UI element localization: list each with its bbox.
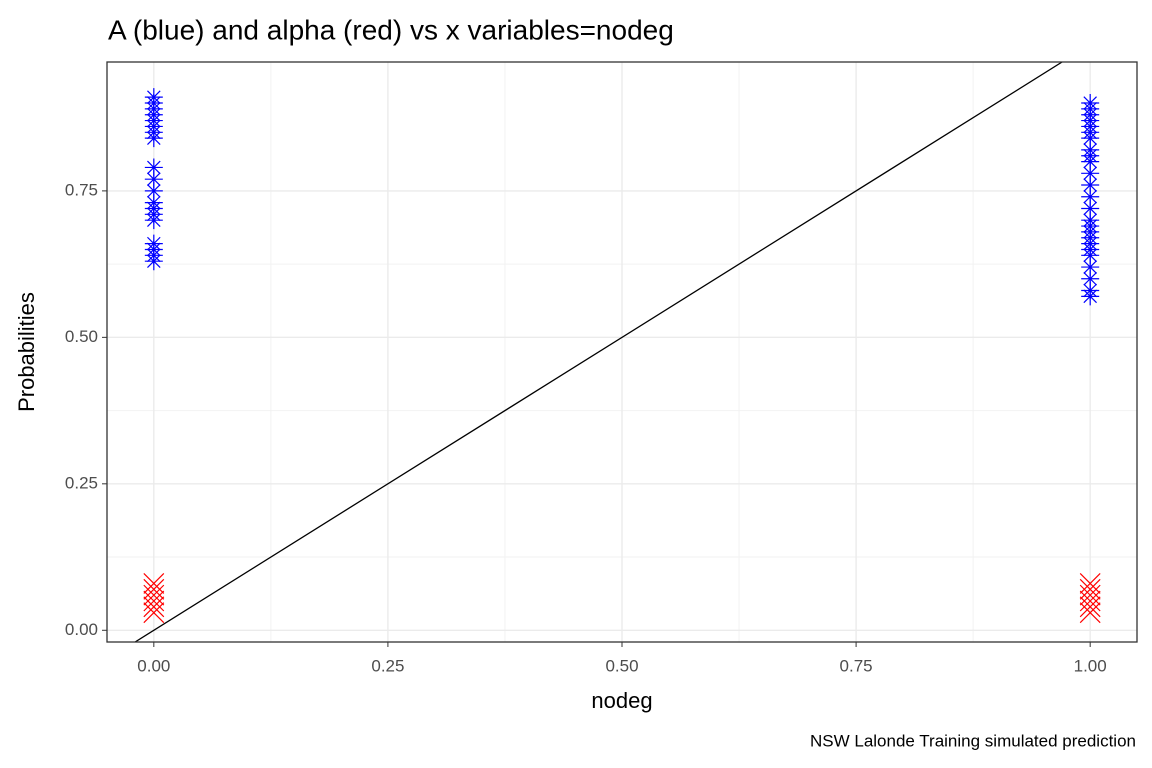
plot-area (134, 62, 1101, 642)
y-tick-label: 0.50 (65, 327, 98, 346)
x-tick-label: 0.75 (840, 656, 873, 675)
reference-line (134, 62, 1063, 642)
point (1081, 269, 1100, 288)
point (1079, 578, 1101, 600)
y-tick-label: 0.75 (65, 180, 98, 199)
point (1081, 94, 1100, 113)
point (144, 234, 163, 253)
y-tick-label: 0.25 (65, 473, 98, 492)
point (143, 602, 165, 624)
y-axis-label: Probabilities (14, 292, 39, 412)
panel-border (106, 61, 1138, 643)
point (1079, 590, 1101, 612)
point (1079, 596, 1101, 618)
point (144, 193, 163, 212)
point (1079, 602, 1101, 624)
point (143, 578, 165, 600)
point (1081, 281, 1100, 300)
x-tick-label: 0.00 (137, 656, 170, 675)
y-tick-label: 0.00 (65, 620, 98, 639)
x-tick-label: 0.50 (605, 656, 638, 675)
x-tick-label: 1.00 (1074, 656, 1107, 675)
point (143, 584, 165, 606)
point (1081, 258, 1100, 277)
point (1081, 211, 1100, 230)
x-axis-label: nodeg (591, 688, 652, 713)
point (143, 572, 165, 594)
point (1081, 199, 1100, 218)
point (1081, 164, 1100, 183)
point (143, 590, 165, 612)
x-tick-label: 0.25 (371, 656, 404, 675)
point (144, 170, 163, 189)
point (144, 181, 163, 200)
point (1081, 140, 1100, 159)
point (143, 596, 165, 618)
point (144, 88, 163, 107)
point (1079, 584, 1101, 606)
point (1081, 187, 1100, 206)
point (144, 158, 163, 177)
point (1081, 176, 1100, 195)
caption: NSW Lalonde Training simulated predictio… (810, 731, 1136, 750)
chart-title: A (blue) and alpha (red) vs x variables=… (108, 14, 674, 45)
point (1079, 572, 1101, 594)
